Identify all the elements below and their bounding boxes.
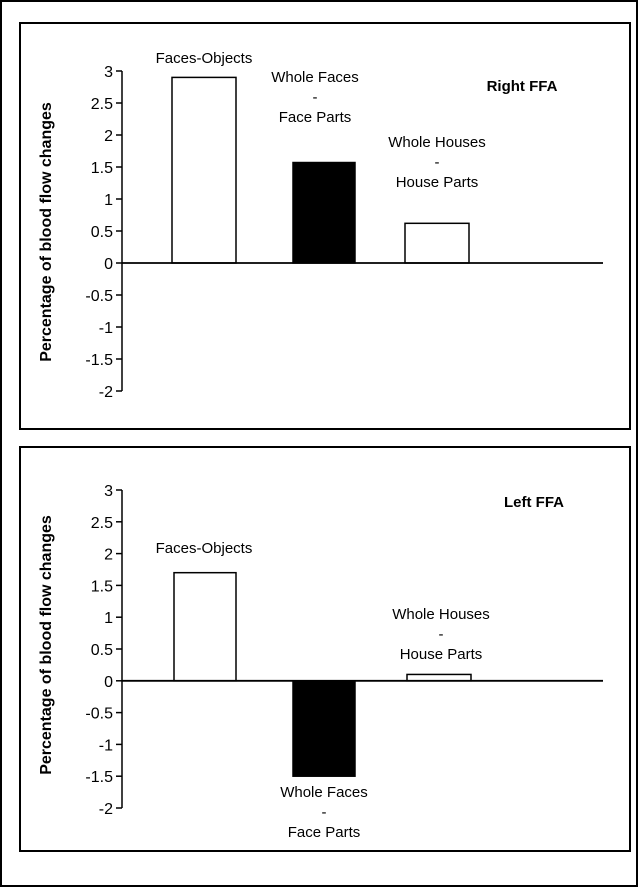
panel-left-ffa: Left FFA Percentage of blood flow change…: [19, 446, 631, 852]
bar: [404, 222, 470, 264]
y-tick-label: 3: [104, 64, 113, 81]
y-tick-label: 3: [104, 483, 113, 500]
y-axis-label: Percentage of blood flow changes: [38, 102, 55, 362]
bar-label: -: [322, 804, 327, 821]
y-tick-label: 1: [104, 610, 113, 627]
bar-label: Whole Faces: [280, 784, 368, 801]
panel-right-ffa: Right FFA Percentage of blood flow chang…: [19, 22, 631, 430]
y-tick-label: -1: [99, 737, 113, 754]
y-tick-label: 2.5: [91, 96, 113, 113]
y-tick-label: 1.5: [91, 160, 113, 177]
bar-label: -: [435, 154, 440, 171]
y-tick-label: -1: [99, 320, 113, 337]
y-tick-label: -2: [99, 801, 113, 818]
y-tick-label: -0.5: [85, 288, 113, 305]
panel-border: [19, 22, 631, 430]
bar: [406, 673, 472, 682]
bar-label: -: [313, 89, 318, 106]
bar-label: Whole Faces: [271, 69, 359, 86]
plot-area: 3 2.5 2 1.5 1 0.5 0 -0.5 -1 -1.5 -2 Faces-Objects Wh…: [85, 483, 603, 841]
chart-title: Left FFA: [504, 494, 564, 511]
y-tick-label: -2: [99, 384, 113, 401]
y-tick-label: 0: [104, 674, 113, 691]
bar-label: Face Parts: [279, 109, 352, 126]
bar-label: House Parts: [400, 646, 483, 663]
bar-label: -: [439, 626, 444, 643]
panel-border: [19, 446, 631, 852]
y-tick-label: 1.5: [91, 578, 113, 595]
bar-label: Faces-Objects: [156, 50, 253, 67]
y-tick-label: 2: [104, 547, 113, 564]
bar-label: House Parts: [396, 174, 479, 191]
y-tick-label: 0.5: [91, 642, 113, 659]
y-tick-label: 2: [104, 128, 113, 145]
chart-title: Right FFA: [487, 78, 558, 95]
y-tick-label: -1.5: [85, 769, 113, 786]
bar: [173, 571, 237, 682]
bar-label: Whole Houses: [392, 606, 490, 623]
y-axis-label: Percentage of blood flow changes: [38, 515, 55, 775]
plot-area: 3 2.5 2 1.5 1 0.5 0 -0.5 -1 -1.5 -2 Faces-Objects Wh…: [85, 50, 603, 401]
bar-label: Faces-Objects: [156, 540, 253, 557]
y-tick-label: 1: [104, 192, 113, 209]
y-tick-label: 0.5: [91, 224, 113, 241]
y-tick-label: 0: [104, 256, 113, 273]
bar: [171, 76, 237, 264]
y-tick-label: 2.5: [91, 515, 113, 532]
bar: [292, 680, 356, 777]
bar-label: Face Parts: [288, 824, 361, 841]
y-tick-label: -0.5: [85, 706, 113, 723]
y-tick-label: -1.5: [85, 352, 113, 369]
bar-label: Whole Houses: [388, 134, 486, 151]
bar: [292, 161, 356, 264]
